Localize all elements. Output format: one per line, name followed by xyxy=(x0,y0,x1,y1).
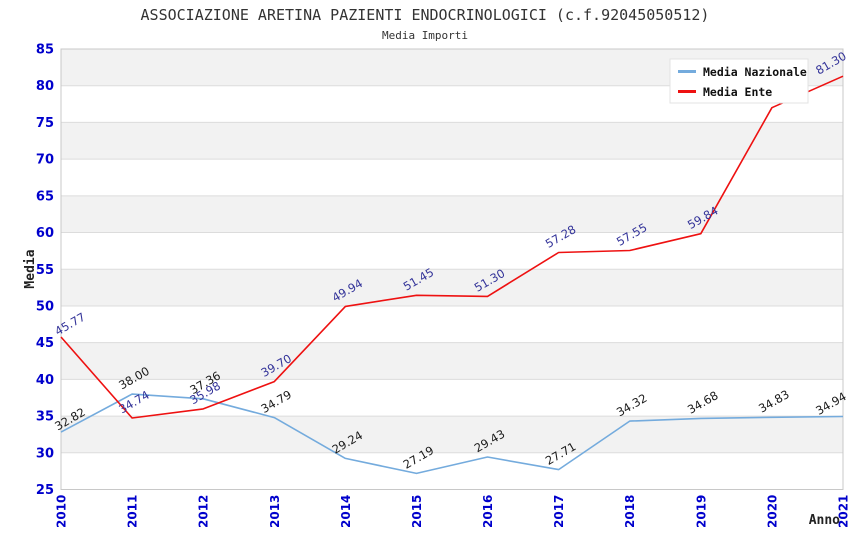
y-tick-label: 30 xyxy=(36,446,54,461)
grid-band xyxy=(61,269,843,306)
y-tick-label: 80 xyxy=(36,79,54,94)
x-tick-label: 2013 xyxy=(268,495,282,528)
x-tick-label: 2010 xyxy=(55,495,69,528)
series-line-media-ente xyxy=(60,75,844,419)
x-tick-label: 2017 xyxy=(552,495,566,528)
grid-band xyxy=(61,122,843,160)
data-label-media-nazionale: 34.79 xyxy=(259,387,295,416)
y-axis-title: Media xyxy=(23,249,38,288)
x-axis-title: Anno xyxy=(809,513,840,528)
x-tick-label: 2019 xyxy=(694,495,708,528)
x-tick-label: 2015 xyxy=(410,495,424,528)
x-tick-label: 2018 xyxy=(623,495,637,528)
series-line-media-nazionale xyxy=(60,393,844,475)
data-label-media-nazionale: 34.83 xyxy=(756,387,792,416)
y-tick-label: 45 xyxy=(36,336,54,351)
data-label-media-nazionale: 34.68 xyxy=(685,388,721,417)
grid-band xyxy=(61,416,843,453)
legend-label-media-ente: Media Ente xyxy=(703,85,772,99)
chart-subtitle: Media Importi xyxy=(382,29,468,42)
y-tick-label: 60 xyxy=(36,226,54,241)
x-tick-label: 2012 xyxy=(197,495,211,528)
grid-band xyxy=(61,342,843,380)
y-tick-label: 50 xyxy=(36,299,54,314)
x-tick-label: 2021 xyxy=(837,495,850,528)
chart-title: ASSOCIAZIONE ARETINA PAZIENTI ENDOCRINOL… xyxy=(141,6,710,24)
x-tick-label: 2011 xyxy=(126,495,140,528)
y-tick-label: 35 xyxy=(36,410,54,425)
y-tick-label: 75 xyxy=(36,116,54,131)
data-label-media-nazionale: 34.32 xyxy=(614,391,650,420)
legend: Media Nazionale Media Ente xyxy=(669,58,809,104)
y-tick-label: 40 xyxy=(36,373,54,388)
y-tick-label: 55 xyxy=(36,263,54,278)
grid-band xyxy=(61,195,843,233)
legend-label-media-nazionale: Media Nazionale xyxy=(703,65,807,79)
x-tick-label: 2020 xyxy=(765,495,779,528)
y-tick-label: 85 xyxy=(36,43,54,58)
legend-box xyxy=(669,58,809,104)
data-label-media-ente: 45.77 xyxy=(52,310,88,339)
x-tick-label: 2014 xyxy=(339,495,353,528)
y-tick-label: 25 xyxy=(36,483,54,498)
y-tick-label: 70 xyxy=(36,153,54,168)
y-tick-label: 65 xyxy=(36,189,54,204)
data-label-media-ente: 34.74 xyxy=(116,388,152,417)
plot-border xyxy=(60,48,844,490)
x-tick-label: 2016 xyxy=(481,495,495,528)
